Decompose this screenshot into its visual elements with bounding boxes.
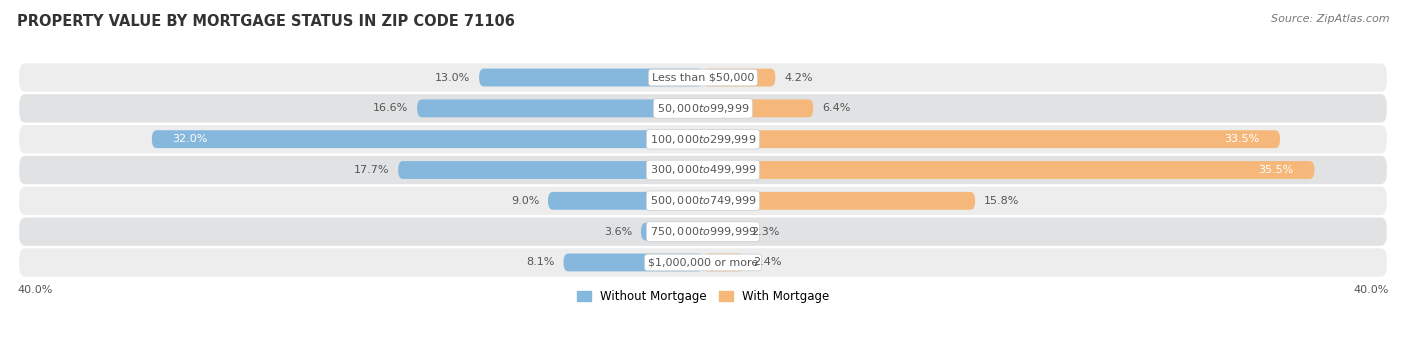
Text: 32.0%: 32.0%: [173, 134, 208, 144]
Text: $100,000 to $299,999: $100,000 to $299,999: [650, 133, 756, 146]
Text: 9.0%: 9.0%: [510, 196, 540, 206]
Legend: Without Mortgage, With Mortgage: Without Mortgage, With Mortgage: [572, 285, 834, 307]
Text: 16.6%: 16.6%: [373, 103, 409, 113]
Text: 35.5%: 35.5%: [1258, 165, 1294, 175]
FancyBboxPatch shape: [20, 248, 1386, 277]
FancyBboxPatch shape: [703, 99, 813, 117]
Text: 2.4%: 2.4%: [754, 257, 782, 268]
FancyBboxPatch shape: [20, 187, 1386, 215]
FancyBboxPatch shape: [418, 99, 703, 117]
Text: 4.2%: 4.2%: [785, 72, 813, 83]
FancyBboxPatch shape: [20, 125, 1386, 153]
FancyBboxPatch shape: [703, 223, 742, 241]
Text: 17.7%: 17.7%: [354, 165, 389, 175]
FancyBboxPatch shape: [152, 130, 703, 148]
Text: PROPERTY VALUE BY MORTGAGE STATUS IN ZIP CODE 71106: PROPERTY VALUE BY MORTGAGE STATUS IN ZIP…: [17, 14, 515, 29]
Text: 40.0%: 40.0%: [17, 285, 53, 295]
Text: $1,000,000 or more: $1,000,000 or more: [648, 257, 758, 268]
FancyBboxPatch shape: [479, 69, 703, 86]
Text: 2.3%: 2.3%: [751, 227, 779, 237]
Text: 13.0%: 13.0%: [436, 72, 471, 83]
FancyBboxPatch shape: [20, 94, 1386, 122]
FancyBboxPatch shape: [703, 254, 744, 271]
Text: 8.1%: 8.1%: [526, 257, 555, 268]
FancyBboxPatch shape: [548, 192, 703, 210]
Text: 40.0%: 40.0%: [1353, 285, 1389, 295]
FancyBboxPatch shape: [703, 69, 775, 86]
Text: $50,000 to $99,999: $50,000 to $99,999: [657, 102, 749, 115]
Text: 15.8%: 15.8%: [984, 196, 1019, 206]
FancyBboxPatch shape: [20, 218, 1386, 246]
FancyBboxPatch shape: [703, 130, 1279, 148]
FancyBboxPatch shape: [20, 63, 1386, 92]
Text: 3.6%: 3.6%: [605, 227, 633, 237]
FancyBboxPatch shape: [703, 192, 976, 210]
Text: Source: ZipAtlas.com: Source: ZipAtlas.com: [1271, 14, 1389, 23]
Text: 33.5%: 33.5%: [1225, 134, 1260, 144]
FancyBboxPatch shape: [703, 161, 1315, 179]
Text: $750,000 to $999,999: $750,000 to $999,999: [650, 225, 756, 238]
FancyBboxPatch shape: [564, 254, 703, 271]
Text: $500,000 to $749,999: $500,000 to $749,999: [650, 194, 756, 207]
Text: $300,000 to $499,999: $300,000 to $499,999: [650, 164, 756, 176]
FancyBboxPatch shape: [398, 161, 703, 179]
FancyBboxPatch shape: [641, 223, 703, 241]
FancyBboxPatch shape: [20, 156, 1386, 184]
Text: Less than $50,000: Less than $50,000: [652, 72, 754, 83]
Text: 6.4%: 6.4%: [823, 103, 851, 113]
